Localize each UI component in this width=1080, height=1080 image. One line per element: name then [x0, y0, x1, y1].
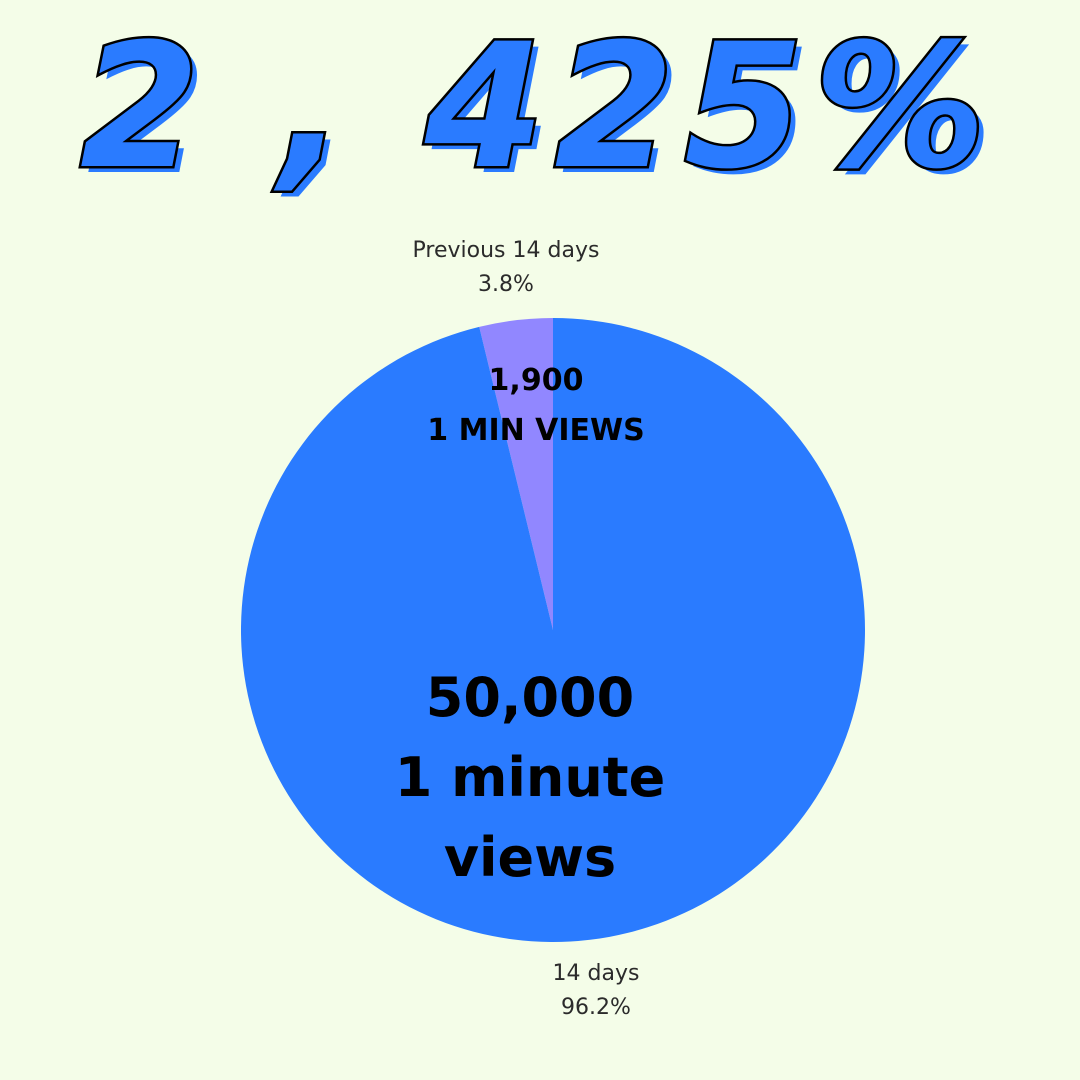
headline-text: 2 , 425% — [80, 10, 996, 207]
annotation-small-caption: 1 MIN VIEWS — [427, 413, 645, 448]
pie-slice-14-days — [241, 318, 866, 942]
headline-shadow: 2 , 425% — [87, 12, 1003, 210]
slice-label-previous-14-days: Previous 14 days 3.8% — [356, 234, 656, 302]
slice-name-previous-14-days: Previous 14 days — [412, 238, 600, 263]
slice-percent-14-days: 96.2% — [561, 995, 631, 1020]
slice-name-14-days: 14 days — [552, 961, 640, 986]
annotation-current-views: 50,000 1 minute views — [330, 658, 730, 898]
pie-slices — [241, 318, 866, 942]
annotation-previous-views: 1,900 1 MIN VIEWS — [386, 356, 686, 456]
annotation-small-value: 1,900 — [488, 363, 584, 398]
slice-percent-previous-14-days: 3.8% — [478, 272, 534, 297]
slice-label-14-days: 14 days 96.2% — [446, 957, 746, 1025]
annotation-big-caption-line2: views — [443, 826, 617, 889]
pie-slice-previous-14-days — [479, 318, 553, 630]
annotation-big-caption-line1: 1 minute — [394, 746, 666, 809]
headline-percentage: 2 , 425% 2 , 425% — [77, 10, 1003, 210]
annotation-big-value: 50,000 — [425, 666, 635, 729]
